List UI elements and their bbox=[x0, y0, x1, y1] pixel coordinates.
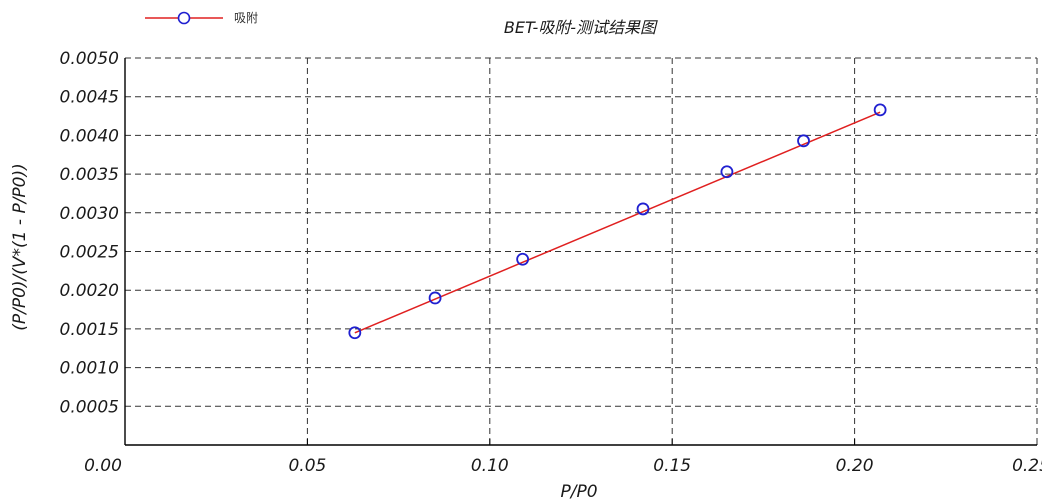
grid-lines bbox=[125, 57, 1037, 445]
y-tick-label: 0.0005 bbox=[60, 397, 119, 417]
y-axis-title: (P/P0)/(V*(1 - P/P0)) bbox=[10, 163, 30, 331]
data-point bbox=[348, 326, 362, 340]
legend-marker-swatch bbox=[177, 11, 191, 25]
data-point bbox=[516, 252, 530, 266]
x-tick-label: 0.00 bbox=[84, 456, 122, 476]
y-tick-label: 0.0030 bbox=[60, 204, 119, 224]
y-tick-label: 0.0010 bbox=[60, 359, 119, 379]
y-tick-label: 0.0035 bbox=[60, 165, 119, 185]
x-tick-label: 0.05 bbox=[288, 456, 326, 476]
axes bbox=[124, 58, 1038, 446]
y-tick-label: 0.0020 bbox=[60, 281, 119, 301]
y-tick-label: 0.0050 bbox=[60, 49, 119, 69]
x-axis-title: P/P0 bbox=[560, 482, 597, 502]
y-tick-label: 0.0015 bbox=[60, 320, 119, 340]
x-tick-label: 0.20 bbox=[836, 456, 874, 476]
data-point bbox=[720, 165, 734, 179]
x-tick-label: 0.10 bbox=[471, 456, 509, 476]
legend: 吸附 bbox=[145, 11, 258, 25]
data-point bbox=[797, 134, 810, 148]
legend-label: 吸附 bbox=[234, 11, 258, 25]
chart-title: BET-吸附-测试结果图 bbox=[504, 18, 658, 37]
y-tick-label: 0.0045 bbox=[60, 88, 119, 108]
data-point bbox=[428, 291, 442, 305]
y-tick-label: 0.0040 bbox=[60, 126, 119, 146]
data-point bbox=[636, 202, 650, 216]
tick-labels: 0.0005 0.0010 0.0015 0.0020 0.0025 0.0030 0.00… bbox=[60, 49, 1042, 476]
data-point bbox=[873, 103, 887, 117]
x-tick-label: 0.25 bbox=[1012, 456, 1042, 476]
data-series bbox=[348, 103, 887, 340]
fit-line bbox=[354, 111, 881, 334]
y-tick-label: 0.0025 bbox=[60, 243, 119, 263]
x-tick-label: 0.15 bbox=[653, 456, 691, 476]
